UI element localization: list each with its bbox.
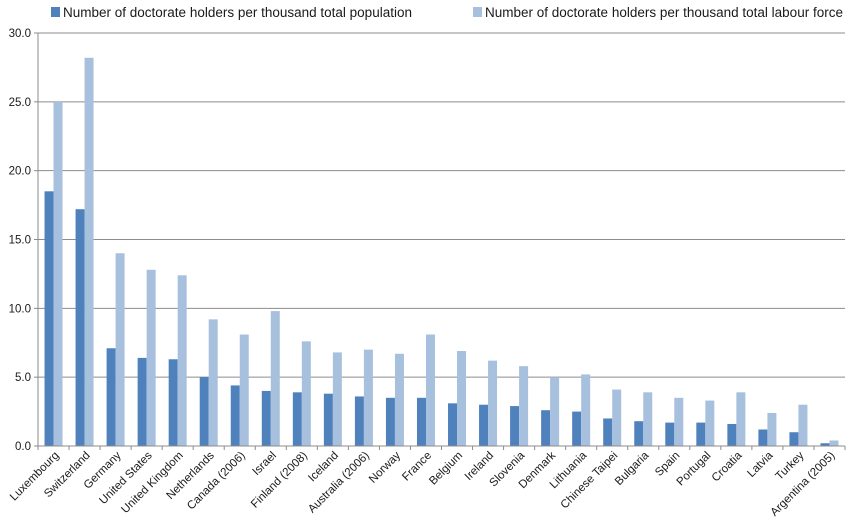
legend-swatch-labour-force <box>473 7 482 17</box>
legend-swatch-population <box>51 7 60 17</box>
bars <box>44 57 839 446</box>
x-tick-label: Canada (2006) <box>185 450 248 513</box>
x-tick-label: Bulgaria <box>613 449 652 488</box>
y-tick-label: 5.0 <box>15 372 31 384</box>
bar-population-4 <box>168 359 178 446</box>
bar-labour-force-14 <box>488 360 498 446</box>
bar-population-10 <box>354 396 364 446</box>
y-tick-label: 30.0 <box>9 28 31 40</box>
bar-population-5 <box>199 377 209 446</box>
bar-labour-force-18 <box>612 389 622 446</box>
bar-population-7 <box>261 390 271 446</box>
bar-labour-force-16 <box>550 377 560 446</box>
bar-labour-force-6 <box>239 334 249 446</box>
legend-label-labour-force: Number of doctorate holders per thousand… <box>485 4 843 20</box>
x-tick-label: Chinese Taipei <box>559 450 621 512</box>
bar-population-22 <box>727 423 737 446</box>
bar-labour-force-22 <box>736 392 746 446</box>
x-tick-label: Portugal <box>675 450 714 489</box>
x-tick-label: Belgium <box>427 450 465 488</box>
bar-labour-force-25 <box>829 440 839 446</box>
bar-labour-force-8 <box>301 341 311 446</box>
y-tick-label: 25.0 <box>9 97 31 109</box>
x-tick-label: Israel <box>251 450 279 478</box>
bar-labour-force-15 <box>519 366 529 446</box>
bar-labour-force-10 <box>363 349 373 446</box>
bar-population-19 <box>634 421 644 446</box>
x-tick-label: Finland (2008) <box>249 450 310 511</box>
bar-population-21 <box>696 422 706 446</box>
bar-labour-force-5 <box>208 319 218 446</box>
bar-population-20 <box>665 422 675 446</box>
bar-population-8 <box>292 392 302 446</box>
bar-labour-force-0 <box>53 101 63 446</box>
bar-labour-force-2 <box>115 253 125 446</box>
y-axis: 0.0 5.0 10.0 15.0 20.0 25.0 30.0 <box>9 28 39 453</box>
bar-population-23 <box>758 429 768 446</box>
x-tick-label: Norway <box>367 449 403 485</box>
legend-label-population: Number of doctorate holders per thousand… <box>63 4 412 20</box>
bar-labour-force-17 <box>581 374 591 446</box>
bar-population-2 <box>106 348 116 446</box>
legend-item-population: Number of doctorate holders per thousand… <box>51 3 412 21</box>
y-tick-label: 10.0 <box>9 303 31 315</box>
bar-labour-force-23 <box>767 412 777 446</box>
bar-labour-force-1 <box>84 57 94 446</box>
x-tick-label: Spain <box>653 450 682 479</box>
bar-labour-force-12 <box>425 334 435 446</box>
x-tick-label: Croatia <box>710 449 745 484</box>
y-tick-label: 0.0 <box>15 441 31 453</box>
bar-population-1 <box>75 209 85 446</box>
bar-population-15 <box>510 406 520 446</box>
bar-labour-force-24 <box>798 404 808 446</box>
gridlines <box>38 32 845 378</box>
bar-labour-force-19 <box>643 392 653 446</box>
bar-population-17 <box>572 411 582 446</box>
bar-population-9 <box>323 393 333 446</box>
bar-population-12 <box>416 397 426 446</box>
bar-population-3 <box>137 357 147 446</box>
bar-population-16 <box>541 410 551 446</box>
bar-population-18 <box>603 418 613 446</box>
bar-population-14 <box>479 404 489 446</box>
bar-population-11 <box>385 397 395 446</box>
bar-labour-force-7 <box>270 311 280 446</box>
legend-item-labour-force: Number of doctorate holders per thousand… <box>473 3 843 21</box>
bar-labour-force-13 <box>457 351 467 446</box>
bar-labour-force-3 <box>146 269 156 446</box>
bar-population-24 <box>789 432 799 446</box>
bar-population-6 <box>230 385 240 446</box>
bar-labour-force-21 <box>705 400 715 446</box>
bar-labour-force-11 <box>394 353 404 446</box>
bar-population-25 <box>820 443 830 446</box>
x-tick-label: Latvia <box>745 449 776 480</box>
y-tick-label: 15.0 <box>9 235 31 247</box>
bar-labour-force-4 <box>177 275 187 446</box>
bar-labour-force-20 <box>674 397 684 446</box>
bar-labour-force-9 <box>332 352 342 446</box>
y-tick-label: 20.0 <box>9 166 31 178</box>
bar-population-0 <box>44 191 54 446</box>
bar-population-13 <box>448 403 458 446</box>
